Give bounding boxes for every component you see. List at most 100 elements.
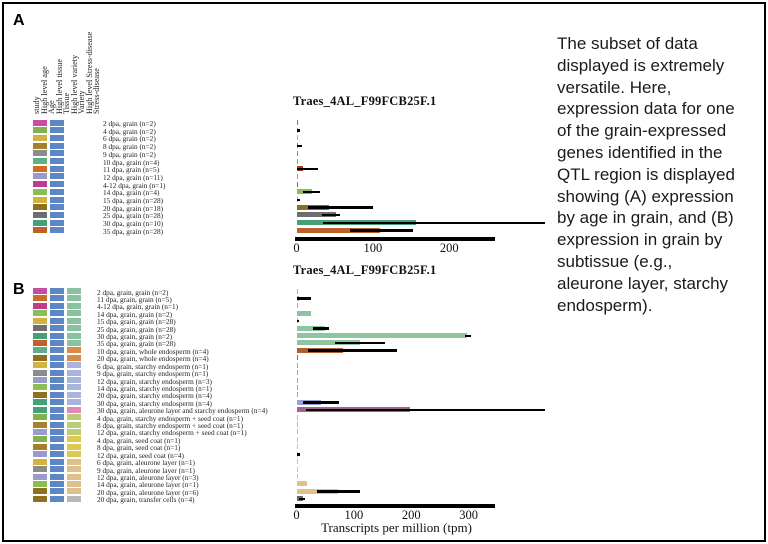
x-tick-label: 0 [293, 508, 300, 522]
value-bar [296, 150, 298, 156]
value-bar [296, 340, 360, 346]
row-label: 30 dpa, grain, grain (n=2) [97, 332, 173, 342]
age-strip [33, 332, 47, 339]
tissue-strip [50, 142, 64, 149]
value-bar [296, 288, 298, 294]
age-strip [33, 211, 47, 218]
age-strip [33, 347, 47, 354]
error-bar [316, 490, 360, 493]
subtissue-strip [67, 473, 81, 480]
row-label: 10 dpa, grain, whole endosperm (n=4) [97, 346, 209, 356]
age-strip [33, 325, 47, 332]
x-tick-label: 200 [439, 241, 459, 255]
tissue-strip [50, 119, 64, 126]
value-bar [296, 310, 312, 316]
value-bar [296, 370, 298, 376]
age-strip [33, 377, 47, 384]
row-label: 10 dpa, grain (n=4) [103, 157, 160, 167]
value-bar [296, 444, 298, 450]
subtissue-strip [67, 458, 81, 465]
row-label: 20 dpa, grain, starchy endosperm (n=4) [97, 391, 212, 401]
value-bar [296, 466, 298, 472]
tissue-strip [50, 325, 64, 332]
row-label: 4 dpa, grain, starchy endosperm + seed c… [97, 413, 244, 423]
row-label: 35 dpa, grain, grain (n=28) [97, 339, 176, 349]
value-bar [296, 459, 298, 465]
caption-text: The subset of data displayed is extremel… [557, 34, 735, 315]
age-strip [33, 488, 47, 495]
error-bar [349, 229, 414, 232]
tissue-strip [50, 219, 64, 226]
tissue-strip [50, 406, 64, 413]
value-bar [296, 120, 298, 125]
age-strip [33, 181, 47, 188]
age-strip [33, 302, 47, 309]
subtissue-strip [67, 495, 81, 502]
value-bar [296, 362, 298, 368]
subtissue-strip [67, 377, 81, 384]
row-label: 15 dpa, grain (n=28) [103, 196, 164, 205]
age-strip [33, 451, 47, 458]
value-bar [296, 377, 298, 383]
age-strip [33, 414, 47, 421]
tissue-strip [50, 302, 64, 309]
tissue-strip [50, 310, 64, 317]
row-label: 9 dpa, grain, starchy endosperm (n=1) [97, 369, 209, 379]
row-label: 25 dpa, grain (n=28) [103, 211, 164, 221]
row-label: 25 dpa, grain, grain (n=28) [97, 324, 176, 334]
age-strip [33, 443, 47, 450]
tissue-strip [50, 436, 64, 443]
tissue-strip [50, 227, 64, 234]
subtissue-strip [67, 480, 81, 487]
subtissue-strip [67, 354, 81, 361]
value-bar [296, 158, 298, 164]
age-strip [33, 480, 47, 487]
age-strip [33, 158, 47, 164]
row-label: 14 dpa, grain, aleurone layer (n=1) [97, 480, 199, 490]
panel-a-label: A [13, 12, 25, 29]
row-label: 8 dpa, grain, starchy endosperm + seed c… [97, 421, 244, 431]
tissue-strip [50, 391, 64, 398]
subtissue-strip [67, 362, 81, 369]
subtissue-strip [67, 325, 81, 332]
tissue-strip [50, 173, 64, 180]
tissue-strip [50, 181, 64, 188]
row-label: 2 dpa, grain, grain (n=2) [97, 287, 169, 297]
subtissue-strip [67, 414, 81, 421]
row-label: 30 dpa, grain, starchy endosperm (n=4) [97, 398, 212, 408]
error-bar [296, 167, 318, 171]
age-strip [33, 421, 47, 428]
value-bar [296, 474, 298, 479]
tissue-strip [50, 354, 64, 361]
subtissue-strip [67, 466, 81, 473]
tissue-strip [50, 317, 64, 324]
value-bar [296, 227, 381, 233]
error-bar [302, 401, 339, 404]
age-strip [33, 219, 47, 226]
tissue-strip [50, 369, 64, 376]
row-label: 9 dpa, grain (n=2) [103, 149, 156, 159]
value-bar [296, 212, 337, 218]
tissue-strip [50, 384, 64, 391]
error-bar [296, 144, 302, 148]
row-label: 14 dpa, grain (n=4) [103, 188, 160, 198]
tissue-strip [50, 399, 64, 406]
row-label: 20 dpa, grain, transfer cells (n=4) [97, 495, 195, 505]
row-label: 4-12 dpa, grain (n=1) [103, 180, 166, 190]
row-label: 6 dpa, grain (n=2) [103, 134, 156, 144]
x-tick-label: 100 [344, 508, 364, 522]
age-strip [33, 369, 47, 376]
value-bar [296, 429, 298, 435]
subtissue-strip [67, 288, 81, 294]
row-label: 12 dpa, grain, starchy endosperm (n=3) [97, 376, 212, 386]
tissue-strip [50, 466, 64, 473]
age-strip [33, 428, 47, 435]
age-strip [33, 288, 47, 294]
row-label: 12 dpa, grain, seed coat (n=4) [97, 450, 184, 460]
subtissue-strip [67, 317, 81, 324]
x-tick-label: 100 [363, 241, 383, 255]
error-bar [298, 497, 306, 501]
error-bar [296, 198, 301, 201]
